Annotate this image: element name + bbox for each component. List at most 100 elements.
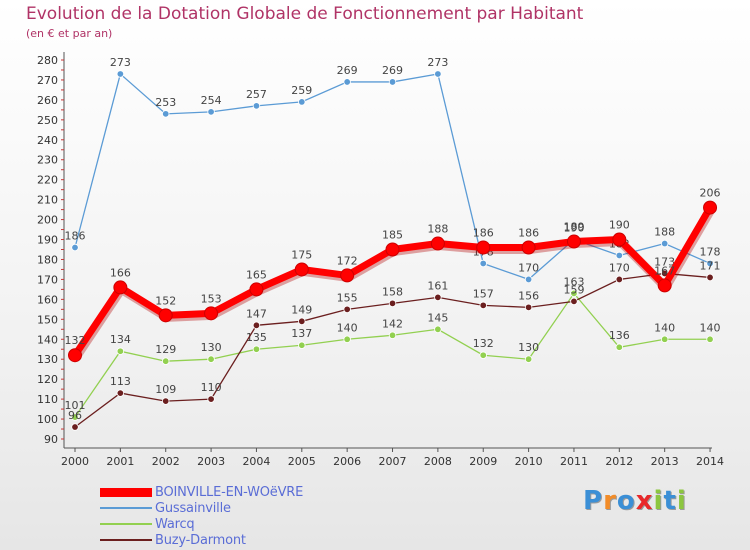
data-point-buzy-darmont xyxy=(615,275,624,284)
data-point-gussainville xyxy=(660,239,669,248)
data-point-warcq xyxy=(388,331,397,339)
x-tick-label: 2002 xyxy=(152,455,180,468)
data-label-gussainville: 178 xyxy=(700,245,721,258)
data-label-boinville-en-wo-vre: 152 xyxy=(155,294,176,307)
data-label-boinville-en-wo-vre: 186 xyxy=(518,227,539,240)
x-tick-label: 2010 xyxy=(515,455,543,468)
legend-label-boinville: BOINVILLE-EN-WOëVRE xyxy=(155,484,304,500)
proxiti-logo: Proxiti xyxy=(583,486,687,516)
data-point-warcq xyxy=(116,347,125,355)
data-point-boinville-en-wo-vre xyxy=(385,242,400,257)
y-tick-label: 280 xyxy=(37,54,58,67)
y-tick-label: 170 xyxy=(37,273,58,286)
data-label-warcq: 101 xyxy=(65,399,86,412)
data-label-buzy-darmont: 156 xyxy=(518,289,539,302)
data-label-boinville-en-wo-vre: 166 xyxy=(110,266,131,279)
data-point-gussainville xyxy=(71,243,79,252)
data-label-gussainville: 259 xyxy=(291,84,312,97)
data-label-buzy-darmont: 147 xyxy=(246,307,267,320)
legend-swatch-buzy-darmont xyxy=(100,539,152,541)
data-point-warcq xyxy=(298,341,306,349)
data-label-boinville-en-wo-vre: 175 xyxy=(291,248,312,261)
data-point-buzy-darmont xyxy=(434,293,442,302)
legend-label-warcq: Warcq xyxy=(155,516,195,532)
y-tick-label: 180 xyxy=(37,253,58,266)
x-tick-label: 2008 xyxy=(424,455,452,468)
data-label-buzy-darmont: 155 xyxy=(337,291,358,304)
data-point-gussainville xyxy=(388,78,397,86)
data-point-boinville-en-wo-vre xyxy=(476,240,491,255)
y-tick-label: 100 xyxy=(37,413,58,426)
data-label-gussainville: 186 xyxy=(65,230,86,243)
x-tick-label: 2000 xyxy=(61,455,89,468)
chart-title: Evolution de la Dotation Globale de Fonc… xyxy=(26,4,584,24)
data-label-boinville-en-wo-vre: 186 xyxy=(473,227,494,240)
y-tick-label: 120 xyxy=(37,373,58,386)
data-point-warcq xyxy=(706,335,714,343)
data-label-buzy-darmont: 157 xyxy=(473,287,494,300)
data-point-warcq xyxy=(71,413,79,421)
y-tick-label: 220 xyxy=(37,174,58,187)
legend-item-gussainville: Gussainville xyxy=(100,500,303,516)
x-tick-label: 2007 xyxy=(379,455,407,468)
data-point-gussainville xyxy=(298,98,306,106)
data-point-gussainville xyxy=(706,259,714,268)
data-point-buzy-darmont xyxy=(116,389,125,397)
data-point-boinville-en-wo-vre xyxy=(340,268,355,283)
y-tick-label: 90 xyxy=(44,433,58,446)
data-point-gussainville xyxy=(615,251,624,260)
x-tick-label: 2013 xyxy=(651,455,679,468)
data-label-boinville-en-wo-vre: 185 xyxy=(382,229,403,242)
data-label-warcq: 129 xyxy=(155,343,176,356)
data-point-warcq xyxy=(252,345,261,353)
data-point-gussainville xyxy=(252,102,261,110)
data-point-boinville-en-wo-vre xyxy=(204,306,219,321)
data-label-gussainville: 253 xyxy=(155,96,176,109)
logo-letter: r xyxy=(603,486,617,516)
data-point-boinville-en-wo-vre xyxy=(158,308,173,323)
data-point-boinville-en-wo-vre xyxy=(430,236,445,251)
data-point-warcq xyxy=(479,351,487,359)
x-tick-label: 2012 xyxy=(605,455,633,468)
x-tick-label: 2006 xyxy=(333,455,361,468)
data-label-warcq: 140 xyxy=(654,321,675,334)
data-label-gussainville: 188 xyxy=(654,226,675,239)
y-tick-label: 210 xyxy=(37,194,58,207)
data-label-boinville-en-wo-vre: 165 xyxy=(246,268,267,281)
data-point-boinville-en-wo-vre xyxy=(294,262,309,277)
data-label-warcq: 130 xyxy=(201,341,222,354)
data-point-buzy-darmont xyxy=(207,395,215,403)
data-point-boinville-en-wo-vre xyxy=(68,348,82,363)
y-tick-label: 200 xyxy=(37,214,58,227)
data-label-warcq: 132 xyxy=(473,337,494,350)
data-label-buzy-darmont: 159 xyxy=(563,283,584,296)
y-tick-label: 130 xyxy=(37,353,58,366)
data-label-gussainville: 170 xyxy=(518,261,539,274)
data-label-warcq: 136 xyxy=(609,329,630,342)
legend-swatch-boinville xyxy=(100,487,152,497)
data-point-gussainville xyxy=(434,70,442,78)
data-label-gussainville: 269 xyxy=(382,64,403,77)
data-point-warcq xyxy=(434,325,442,333)
data-point-buzy-darmont xyxy=(343,305,351,314)
y-tick-label: 270 xyxy=(37,74,58,87)
data-point-boinville-en-wo-vre xyxy=(566,234,581,249)
data-label-boinville-en-wo-vre: 153 xyxy=(201,292,222,305)
x-tick-label: 2014 xyxy=(696,455,724,468)
data-point-boinville-en-wo-vre xyxy=(612,232,627,247)
legend-item-buzy-darmont: Buzy-Darmont xyxy=(100,532,303,548)
logo-letter: x xyxy=(635,486,654,516)
data-label-boinville-en-wo-vre: 190 xyxy=(609,219,630,232)
data-label-warcq: 134 xyxy=(110,333,131,346)
data-point-boinville-en-wo-vre xyxy=(249,282,264,297)
logo-letter: P xyxy=(583,486,604,516)
data-point-warcq xyxy=(162,357,170,365)
data-point-gussainville xyxy=(207,108,215,116)
data-point-warcq xyxy=(207,355,215,363)
legend-label-buzy-darmont: Buzy-Darmont xyxy=(155,532,246,548)
legend: BOINVILLE-EN-WOëVRE Gussainville Warcq B… xyxy=(100,484,303,548)
data-label-buzy-darmont: 110 xyxy=(201,381,222,394)
data-point-buzy-darmont xyxy=(71,423,79,431)
data-label-boinville-en-wo-vre: 172 xyxy=(337,254,358,267)
